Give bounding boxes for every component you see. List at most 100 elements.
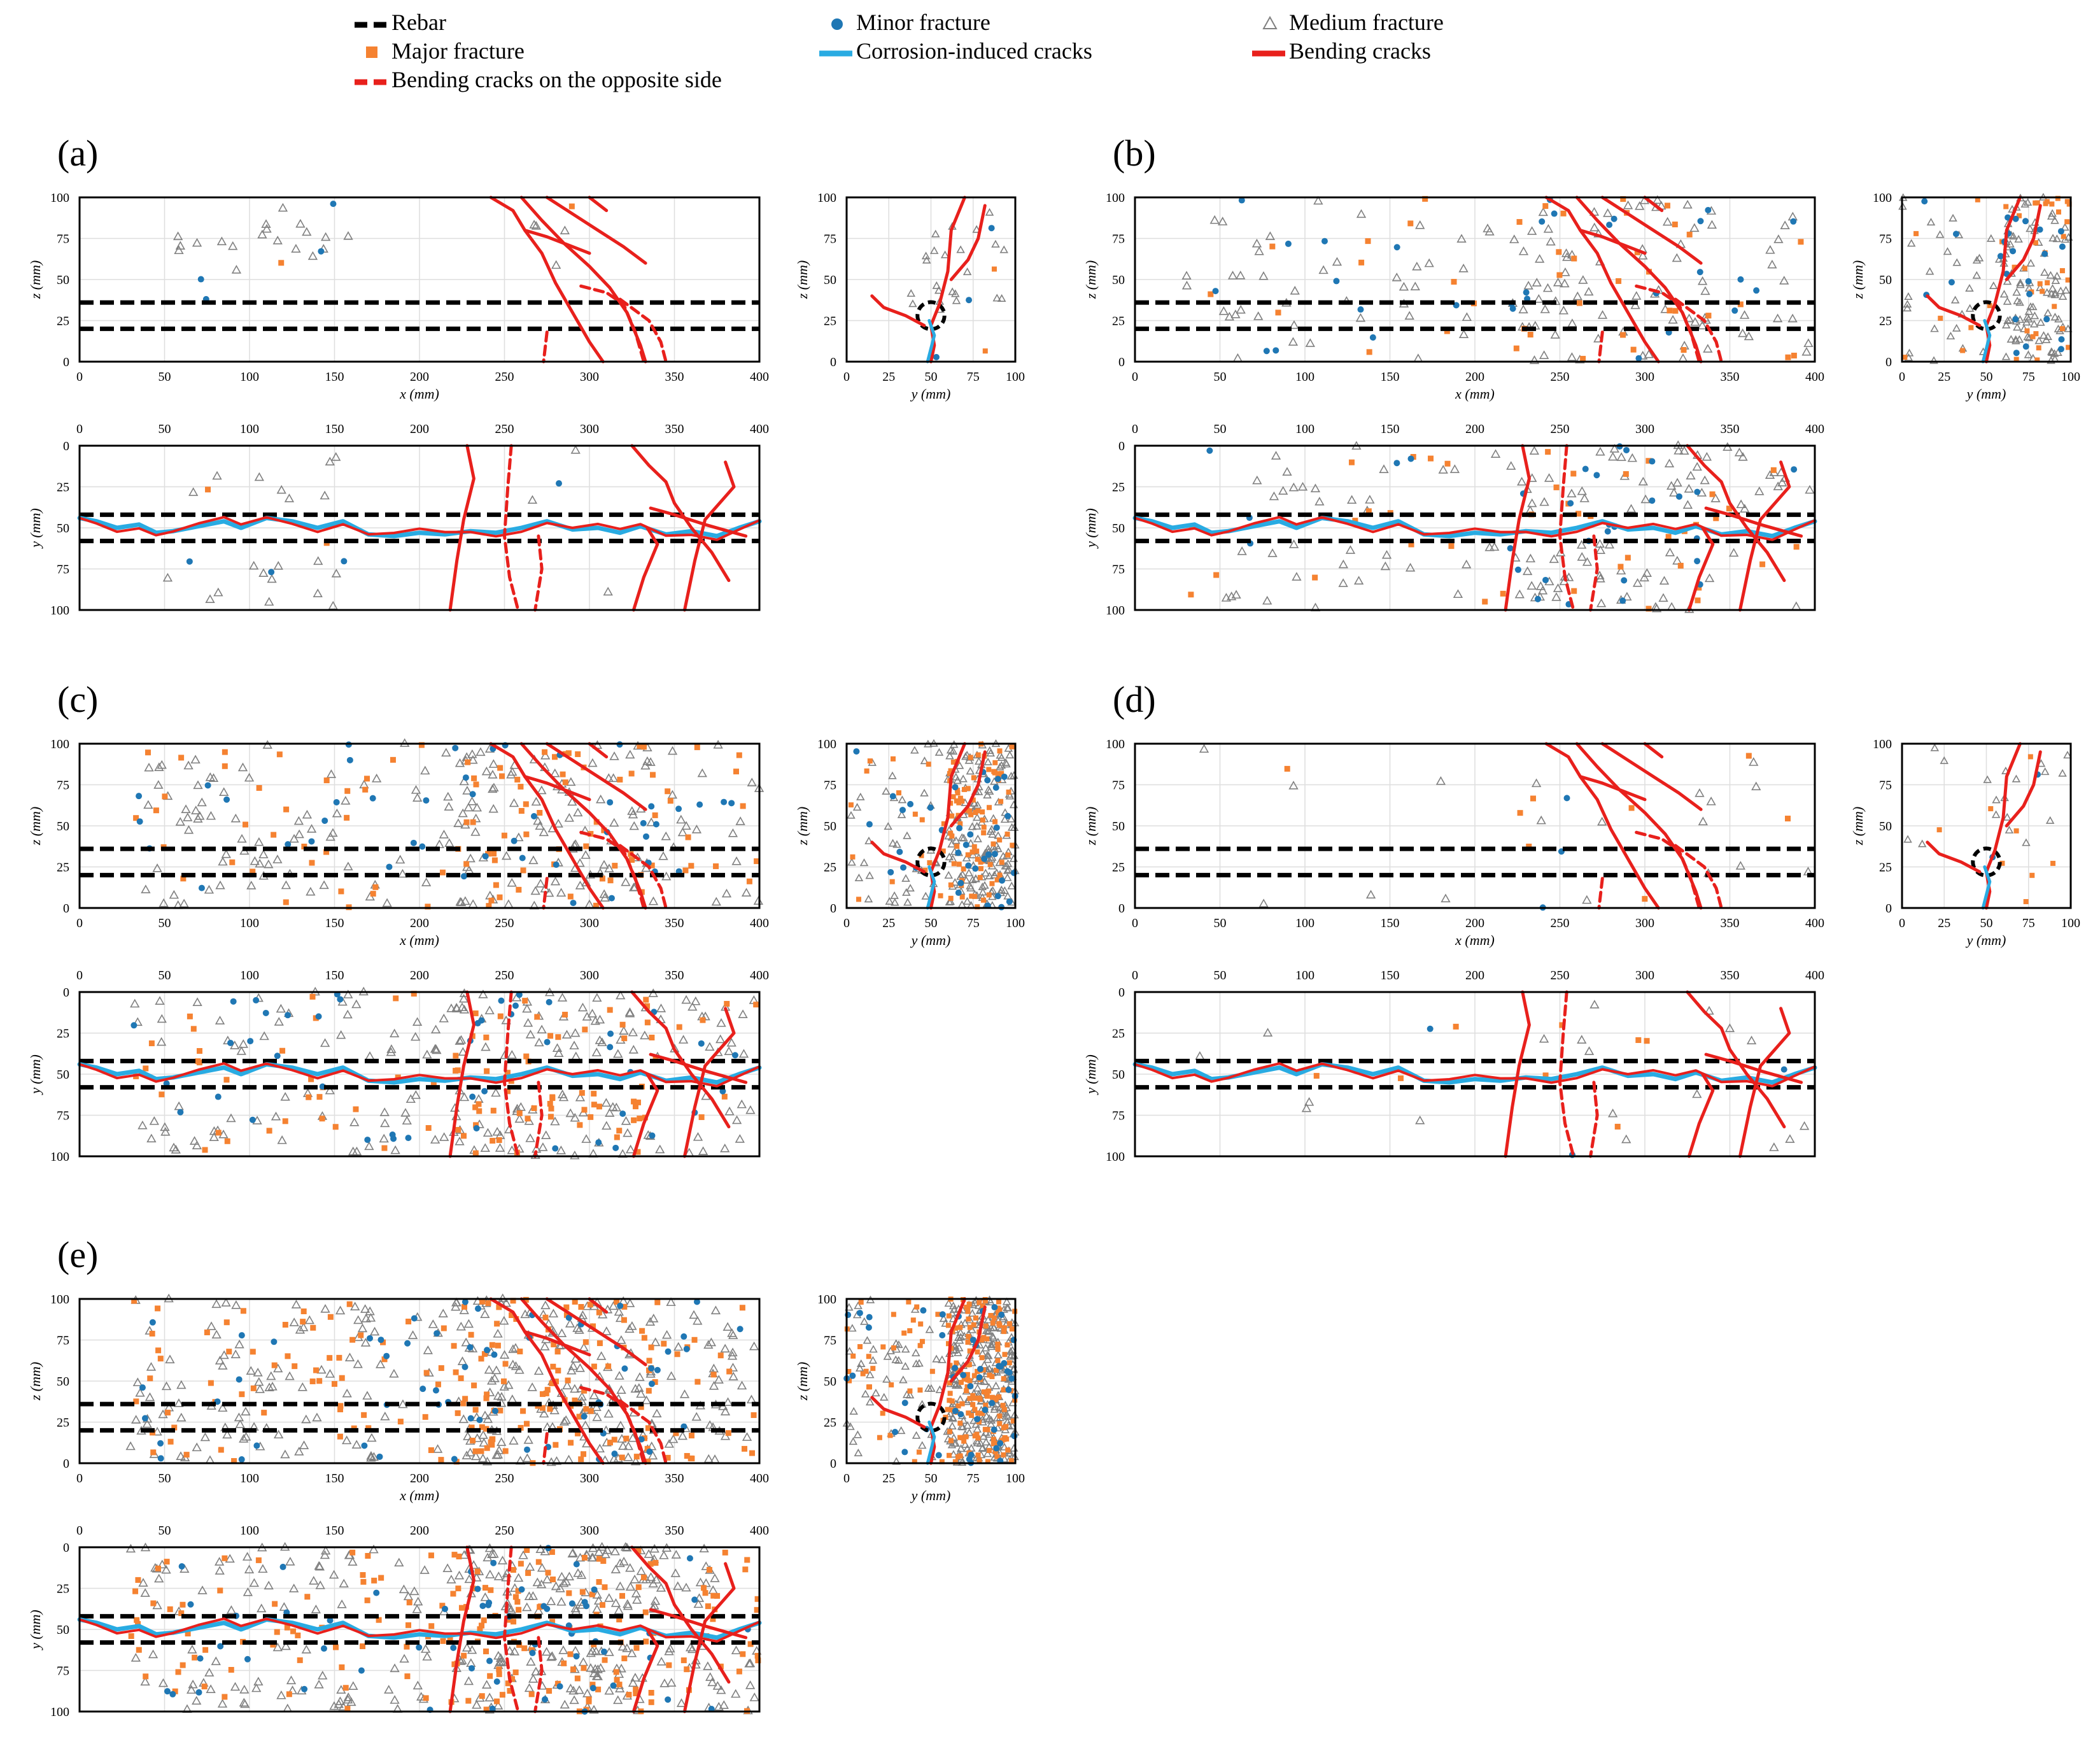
point-major: [332, 1124, 339, 1130]
point-medium: [932, 281, 941, 289]
point-medium: [1929, 356, 1938, 364]
point-major: [997, 837, 1003, 843]
point-major: [946, 1313, 952, 1319]
tick-label: 0: [830, 902, 836, 916]
point-medium: [1738, 452, 1748, 461]
point-major: [183, 1452, 190, 1458]
point-medium: [193, 780, 203, 790]
point-medium: [973, 813, 982, 821]
point-major: [376, 1617, 382, 1623]
point-medium: [1777, 478, 1787, 486]
point-major: [1407, 220, 1414, 227]
point-minor: [2013, 350, 2020, 357]
point-medium: [1237, 546, 1247, 555]
point-medium: [1254, 246, 1264, 255]
point-major: [2059, 268, 2065, 274]
point-major: [523, 801, 529, 807]
point-medium: [336, 1030, 346, 1039]
point-major: [891, 1312, 896, 1317]
point-medium: [174, 245, 184, 255]
point-major: [223, 1319, 230, 1326]
point-major: [707, 1566, 713, 1573]
point-medium: [299, 1322, 309, 1331]
point-major: [135, 1577, 141, 1583]
tick-label: 200: [410, 1471, 429, 1485]
tick-label: 400: [750, 1524, 769, 1538]
point-major: [167, 1438, 174, 1445]
point-major: [440, 1638, 446, 1644]
point-medium: [158, 1678, 169, 1687]
point-major: [309, 1378, 316, 1384]
point-medium: [624, 1009, 635, 1017]
point-medium: [542, 1422, 553, 1431]
point-medium: [1658, 593, 1668, 602]
point-major: [986, 892, 992, 898]
point-major: [507, 1617, 513, 1623]
point-medium: [666, 1371, 677, 1380]
tick-label: 75: [1112, 1109, 1125, 1123]
point-major: [2013, 357, 2019, 362]
point-medium: [1338, 578, 1348, 587]
point-medium: [454, 1570, 465, 1580]
point-major: [957, 1421, 963, 1426]
point-minor: [693, 1298, 700, 1305]
point-major: [917, 1387, 923, 1393]
point-medium: [288, 1584, 299, 1592]
point-medium: [1664, 458, 1675, 467]
point-medium: [1518, 246, 1529, 255]
point-medium: [2058, 769, 2067, 777]
point-major: [991, 1315, 997, 1321]
point-minor: [1514, 566, 1521, 573]
point-major: [501, 1378, 507, 1384]
point-medium: [1353, 576, 1364, 585]
point-major: [957, 821, 963, 826]
point-medium: [1965, 283, 1974, 292]
point-medium: [214, 1557, 225, 1566]
point-major: [502, 1448, 509, 1454]
tick-label: 150: [325, 370, 344, 384]
point-medium: [615, 1684, 625, 1692]
point-medium: [982, 1428, 990, 1436]
point-medium: [706, 1337, 717, 1347]
point-major: [153, 807, 159, 814]
point-major: [1009, 744, 1015, 749]
point-major: [478, 1448, 484, 1454]
point-medium: [402, 1116, 412, 1125]
point-major: [185, 1631, 191, 1637]
point-medium: [528, 1674, 539, 1683]
point-major: [2065, 277, 2071, 283]
point-medium: [1744, 331, 1754, 341]
point-medium: [432, 1045, 442, 1054]
point-minor: [274, 1053, 281, 1060]
point-minor: [960, 1372, 967, 1379]
point-major: [996, 1321, 1002, 1326]
point-major: [215, 1130, 222, 1136]
point-medium: [231, 264, 242, 274]
point-medium: [561, 1577, 572, 1585]
point-minor: [866, 821, 873, 828]
point-medium: [1700, 475, 1710, 485]
point-medium: [1560, 267, 1570, 276]
point-minor: [197, 1655, 204, 1662]
point-major: [316, 1094, 323, 1100]
tick-label: 0: [1132, 968, 1138, 982]
point-major: [507, 1688, 513, 1694]
yz-plot-border: [845, 1298, 1017, 1464]
point-minor: [473, 1124, 480, 1131]
point-major: [2056, 209, 2062, 215]
point-medium: [465, 1447, 476, 1457]
point-major: [974, 1431, 980, 1437]
point-major: [255, 1557, 262, 1563]
point-medium: [1607, 1109, 1618, 1117]
point-medium: [1002, 1297, 1011, 1305]
point-minor: [416, 1644, 423, 1651]
point-medium: [250, 856, 260, 865]
point-major: [917, 1343, 923, 1349]
point-major: [948, 768, 954, 774]
tick-label: 50: [57, 273, 69, 287]
point-medium: [1659, 576, 1670, 585]
point-minor: [542, 1696, 549, 1703]
point-minor: [595, 1139, 602, 1146]
